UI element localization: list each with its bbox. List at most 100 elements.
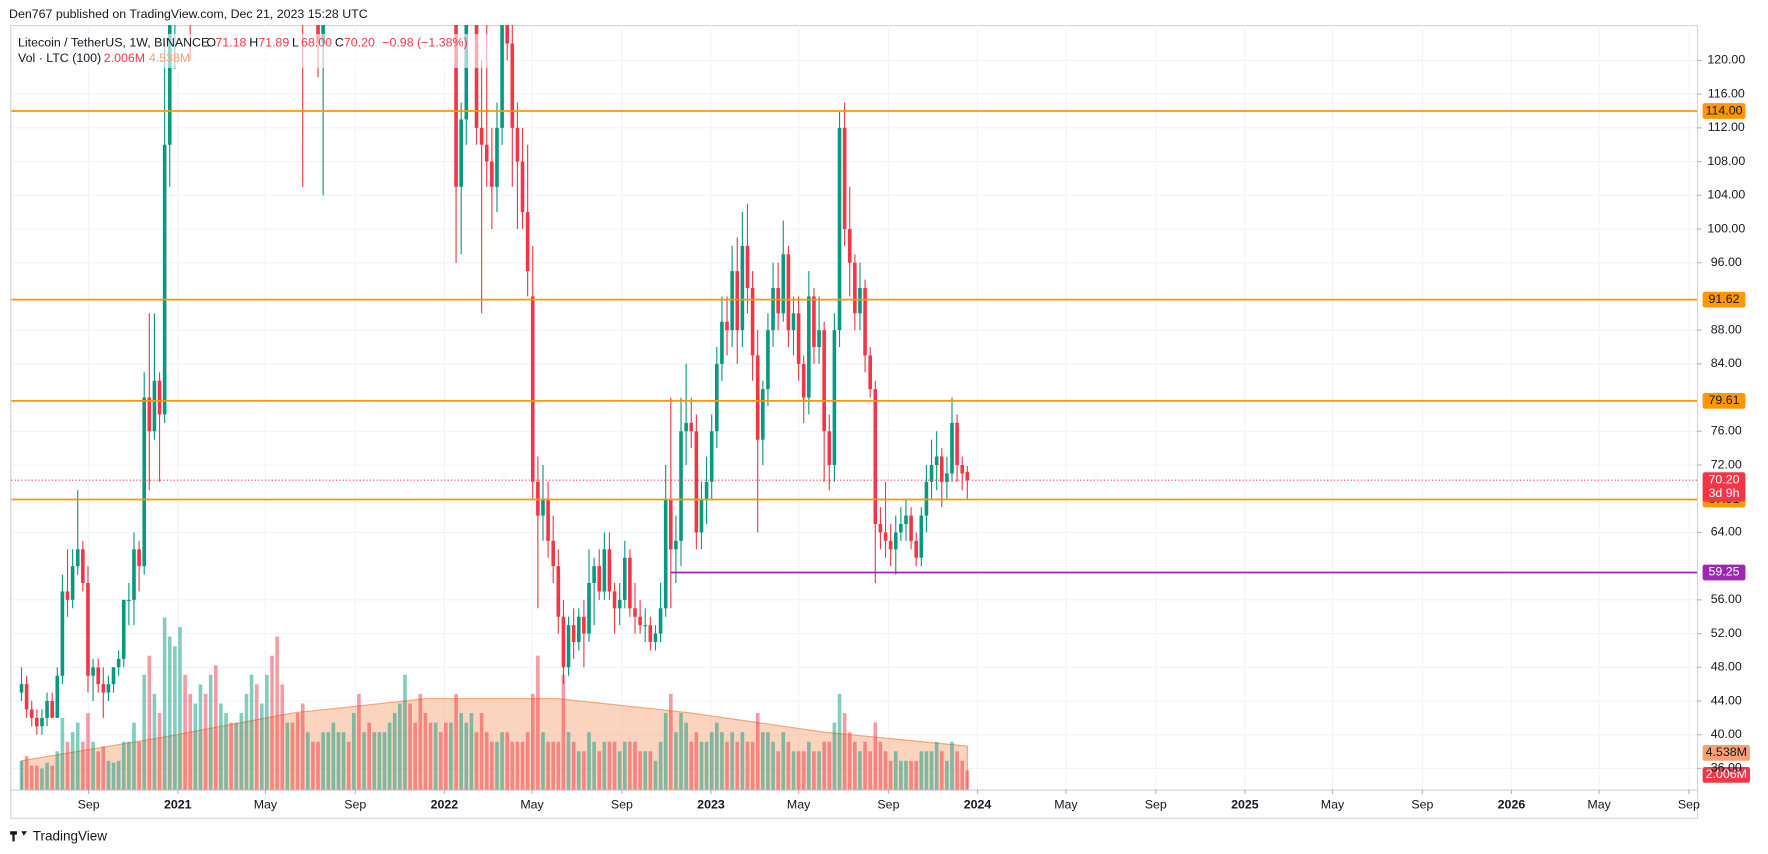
price-line-label: 114.00 bbox=[1706, 103, 1743, 117]
volume-bar bbox=[924, 751, 929, 790]
volume-bar bbox=[229, 722, 233, 790]
volume-bar bbox=[566, 732, 571, 790]
volume-bar bbox=[704, 741, 709, 790]
volume-bar bbox=[812, 751, 816, 790]
volume-bar bbox=[694, 732, 699, 790]
volume-bar bbox=[300, 703, 305, 790]
candle-body bbox=[668, 498, 673, 550]
volume-bar bbox=[888, 760, 893, 790]
y-tick-label: 72.00 bbox=[1711, 457, 1742, 471]
candle-body bbox=[500, 25, 504, 128]
candle-body bbox=[893, 532, 898, 550]
price-line-label-bg bbox=[1702, 291, 1746, 308]
y-tick-label: 40.00 bbox=[1711, 727, 1742, 741]
candle-body bbox=[628, 557, 632, 609]
volume-bar bbox=[346, 741, 351, 790]
volume-bar bbox=[771, 741, 775, 790]
candle-body bbox=[622, 557, 627, 600]
volume-bar bbox=[638, 751, 642, 790]
volume-bar bbox=[668, 693, 673, 790]
volume-bar bbox=[551, 741, 556, 790]
volume-bar bbox=[357, 693, 361, 790]
candle-body bbox=[812, 296, 816, 348]
volume-bar bbox=[423, 713, 428, 790]
volume-bar bbox=[955, 751, 959, 790]
volume-bar bbox=[536, 655, 540, 790]
candle-body bbox=[740, 245, 745, 331]
volume-bar bbox=[582, 751, 586, 790]
volume-bar bbox=[45, 762, 49, 790]
volume-bar bbox=[592, 741, 596, 790]
volume-bar bbox=[725, 741, 729, 790]
volume-bar bbox=[96, 751, 100, 790]
x-tick-label: Sep bbox=[1411, 798, 1433, 812]
volume-bar bbox=[939, 751, 944, 790]
candle-body bbox=[484, 144, 489, 162]
volume-bar bbox=[132, 722, 136, 790]
volume-bar bbox=[945, 760, 949, 790]
candle-body bbox=[735, 271, 740, 331]
volume-bar bbox=[449, 722, 453, 790]
volume-bar bbox=[469, 713, 474, 790]
volume-bar bbox=[275, 636, 279, 790]
candle-body bbox=[791, 313, 796, 331]
candle-body bbox=[65, 591, 70, 600]
candle-body bbox=[858, 288, 862, 314]
volume-bar bbox=[60, 717, 65, 790]
candle-body bbox=[50, 701, 54, 718]
volume-bar bbox=[188, 693, 193, 790]
x-tick-label: 2022 bbox=[431, 798, 459, 812]
candle-body bbox=[551, 540, 556, 567]
volume-bar bbox=[674, 732, 678, 790]
volume-bar bbox=[837, 693, 842, 790]
volume-bar bbox=[597, 751, 602, 790]
candle-body bbox=[842, 127, 847, 230]
volume-bar bbox=[316, 741, 320, 790]
y-tick-label: 108.00 bbox=[1707, 154, 1745, 168]
volume-bar bbox=[822, 741, 826, 790]
volume-bar bbox=[633, 741, 637, 790]
y-tick-label: 52.00 bbox=[1711, 626, 1742, 640]
candle-body bbox=[888, 540, 893, 550]
candle-body bbox=[541, 498, 545, 516]
volume-bar bbox=[515, 741, 520, 790]
volume-pane bbox=[19, 617, 970, 790]
volume-bar bbox=[24, 756, 29, 790]
x-tick-label: 2025 bbox=[1231, 798, 1259, 812]
volume-label-bg bbox=[1702, 766, 1750, 783]
candle-body bbox=[29, 709, 34, 718]
volume-bar bbox=[474, 732, 479, 790]
legend: Litecoin / TetherUS, 1W, BINANCE Vol · L… bbox=[13, 34, 493, 68]
candle-body bbox=[679, 431, 683, 541]
candle-body bbox=[674, 540, 678, 550]
volume-bar bbox=[490, 741, 494, 790]
candle-body bbox=[152, 380, 157, 432]
symbol-name: Litecoin / TetherUS, 1W, BINANCE bbox=[18, 35, 209, 49]
volume-bar bbox=[454, 693, 458, 790]
candle-body bbox=[950, 422, 954, 474]
candle-body bbox=[776, 288, 780, 314]
candle-body bbox=[162, 144, 167, 415]
volume-bar bbox=[81, 741, 85, 790]
candle-body bbox=[525, 212, 530, 272]
candle-body bbox=[602, 549, 607, 592]
candle-body bbox=[520, 161, 525, 213]
volume-bar bbox=[899, 760, 903, 790]
candle-body bbox=[546, 498, 550, 541]
candle-body bbox=[899, 524, 903, 533]
candle-body bbox=[730, 271, 734, 331]
candle-body bbox=[965, 471, 970, 481]
candle-body bbox=[55, 675, 60, 718]
volume-bar bbox=[362, 732, 366, 790]
candle-body bbox=[571, 625, 576, 643]
y-tick-label: 84.00 bbox=[1711, 356, 1742, 370]
author-line: Den767 published on TradingView.com, Dec… bbox=[9, 7, 368, 21]
volume-bar bbox=[663, 713, 668, 790]
volume-bar bbox=[29, 765, 34, 790]
volume-bar bbox=[408, 703, 412, 790]
volume-bar bbox=[106, 760, 111, 790]
volume-bar bbox=[556, 741, 561, 790]
candle-body bbox=[96, 667, 100, 685]
volume-bar bbox=[807, 741, 811, 790]
